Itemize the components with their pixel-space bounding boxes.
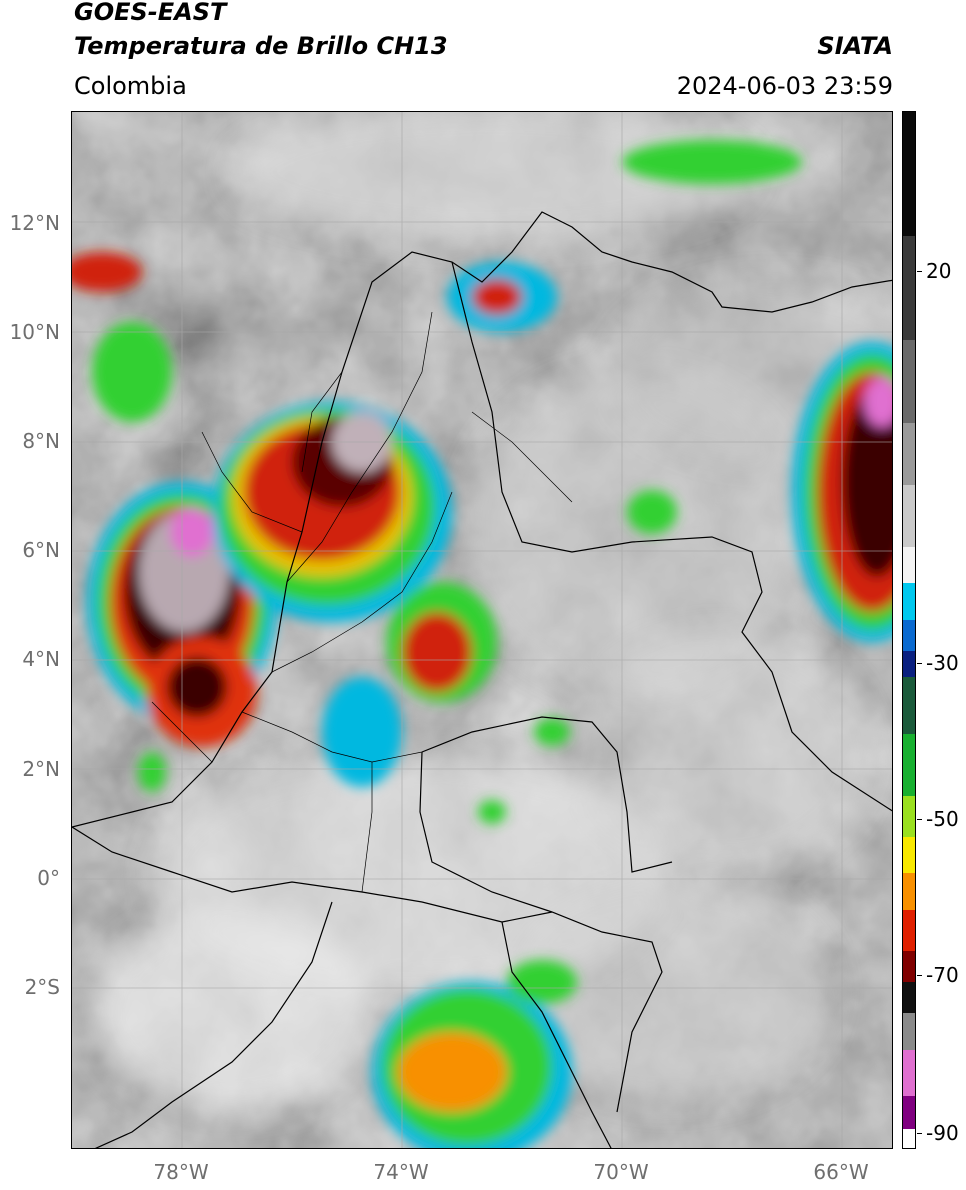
lat-label: 8°N <box>22 429 60 453</box>
colorbar-label: 20 <box>926 259 952 283</box>
lat-label: 12°N <box>9 211 60 235</box>
colorbar-segment <box>903 1129 915 1148</box>
title-satellite: GOES-EAST <box>74 0 227 26</box>
colorbar-label: -90 <box>926 1121 959 1145</box>
department-borders <box>151 311 573 893</box>
satellite-map <box>71 111 893 1149</box>
lat-label: 6°N <box>22 538 60 562</box>
lon-label: 70°W <box>593 1160 649 1184</box>
colorbar-segment <box>903 1013 915 1051</box>
lon-label: 74°W <box>373 1160 429 1184</box>
lon-label: 78°W <box>153 1160 209 1184</box>
datetime-label: 2024-06-03 23:59 <box>676 72 893 100</box>
colorbar-segment <box>903 733 915 797</box>
colorbar-label: -30 <box>926 651 959 675</box>
colorbar-segment <box>903 422 915 486</box>
bright-cloud-areas <box>92 112 892 1112</box>
colorbar-segment <box>903 873 915 911</box>
lat-label: 4°N <box>22 647 60 671</box>
lat-label: 10°N <box>9 320 60 344</box>
region-label: Colombia <box>74 72 187 100</box>
colorbar-segment <box>903 951 915 984</box>
colorbar-segment <box>903 619 915 652</box>
colorbar-label: -70 <box>926 963 959 987</box>
colorbar-segment <box>903 112 915 238</box>
title-product: Temperatura de Brillo CH13 <box>74 32 448 60</box>
colorbar-segment <box>903 676 915 735</box>
colorbar-tick <box>917 1133 922 1134</box>
colorbar-tick <box>917 819 922 820</box>
graticule <box>72 112 892 1148</box>
organization-label: SIATA <box>817 32 893 60</box>
lat-label: 2°N <box>22 757 60 781</box>
colorbar-tick <box>917 975 922 976</box>
colorbar-segment <box>903 583 915 621</box>
lat-label: 2°S <box>24 975 60 999</box>
colorbar-tick <box>917 271 922 272</box>
colorbar-segment <box>903 909 915 953</box>
colorbar-segment <box>903 1049 915 1098</box>
colorbar <box>902 111 916 1149</box>
colorbar-segment <box>903 484 915 549</box>
country-borders <box>72 211 892 1148</box>
colorbar-segment <box>903 795 915 839</box>
lat-label: 0° <box>37 866 60 890</box>
colorbar-segment <box>903 339 915 424</box>
colorbar-segment <box>903 547 915 585</box>
colorbar-label: -50 <box>926 807 959 831</box>
colorbar-tick <box>917 663 922 664</box>
colorbar-segment <box>903 1096 915 1131</box>
lon-label: 66°W <box>813 1160 869 1184</box>
colorbar-segment <box>903 236 915 341</box>
map-canvas <box>72 112 892 1148</box>
colorbar-segment <box>903 650 915 678</box>
colorbar-segment <box>903 837 915 875</box>
colorbar-segment <box>903 982 915 1015</box>
